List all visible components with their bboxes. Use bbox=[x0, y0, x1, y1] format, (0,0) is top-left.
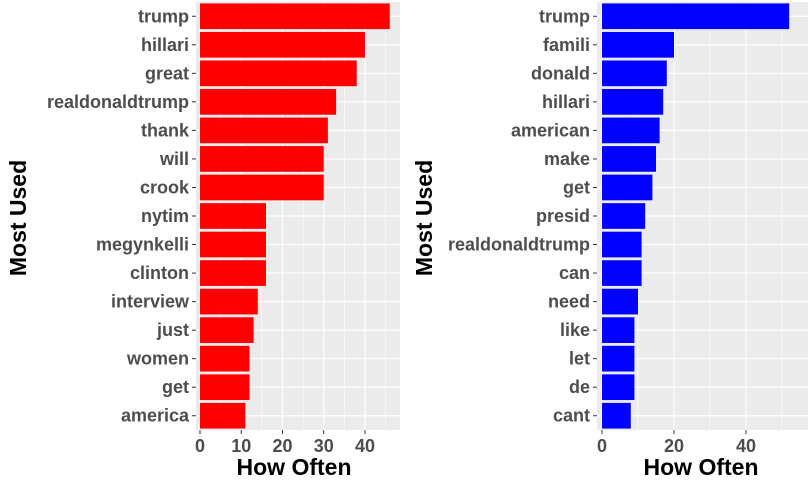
left-y-axis-title: Most Used bbox=[5, 160, 31, 276]
right-bar bbox=[602, 345, 635, 372]
right-bar bbox=[602, 231, 642, 258]
right-y-tick-label: make bbox=[544, 149, 590, 169]
right-bar bbox=[602, 203, 646, 229]
right-y-tick-label: get bbox=[563, 177, 590, 197]
right-x-tick-label: 20 bbox=[664, 436, 684, 456]
left-bar bbox=[200, 231, 266, 258]
left-y-tick-label: realdonaldtrump bbox=[47, 92, 189, 112]
right-bar bbox=[602, 174, 653, 201]
right-y-tick-label: presid bbox=[536, 206, 590, 226]
left-y-tick-label: america bbox=[121, 406, 190, 426]
right-bar bbox=[602, 402, 631, 429]
left-bar bbox=[200, 3, 390, 30]
left-y-tick-label: crook bbox=[140, 177, 190, 197]
left-y-tick-label: women bbox=[126, 349, 189, 369]
right-chart: trump famili donald hillari american make get p… bbox=[411, 2, 808, 480]
right-y-tick-label: realdonaldtrump bbox=[448, 235, 590, 255]
right-x-ticks: 0 20 40 bbox=[597, 430, 756, 456]
left-chart: trump hillari great realdonaldtrump thank wil… bbox=[5, 2, 400, 480]
left-y-tick-label: megynkelli bbox=[96, 235, 189, 255]
left-y-tick-label: trump bbox=[138, 6, 189, 26]
left-bar bbox=[200, 260, 266, 286]
left-bar bbox=[200, 31, 365, 58]
right-y-tick-label: famili bbox=[543, 35, 590, 55]
left-bar bbox=[200, 374, 250, 401]
right-y-tick-label: like bbox=[560, 320, 590, 340]
left-bars bbox=[200, 3, 390, 429]
right-bar bbox=[602, 31, 674, 58]
right-y-tick-label: cant bbox=[553, 406, 590, 426]
left-bar bbox=[200, 117, 328, 144]
left-bar bbox=[200, 345, 250, 372]
left-bar bbox=[200, 89, 337, 115]
right-y-axis-title: Most Used bbox=[411, 160, 437, 276]
right-x-tick-label: 40 bbox=[736, 436, 756, 456]
right-y-tick-label: hillari bbox=[542, 92, 590, 112]
left-y-tick-label: get bbox=[162, 377, 189, 397]
left-bar bbox=[200, 288, 258, 315]
left-x-tick-label: 40 bbox=[355, 436, 375, 456]
left-bar bbox=[200, 174, 324, 201]
right-bar bbox=[602, 374, 635, 401]
right-x-axis-title: How Often bbox=[644, 454, 759, 480]
right-y-ticks: trump famili donald hillari american make get p… bbox=[448, 6, 597, 426]
left-x-tick-label: 20 bbox=[272, 436, 292, 456]
left-bar bbox=[200, 60, 357, 87]
right-y-tick-label: de bbox=[569, 377, 590, 397]
right-bar bbox=[602, 288, 638, 315]
left-x-axis-title: How Often bbox=[237, 454, 352, 480]
right-bar bbox=[602, 317, 635, 343]
left-x-tick-label: 0 bbox=[195, 436, 205, 456]
right-bar bbox=[602, 146, 656, 172]
right-bar bbox=[602, 3, 790, 30]
right-y-tick-label: need bbox=[548, 292, 590, 312]
left-bar bbox=[200, 317, 254, 343]
left-x-tick-label: 10 bbox=[231, 436, 251, 456]
left-y-tick-label: clinton bbox=[130, 263, 189, 283]
right-bar bbox=[602, 60, 667, 87]
left-y-tick-label: interview bbox=[111, 292, 190, 312]
right-bars bbox=[602, 3, 790, 429]
right-y-tick-label: trump bbox=[539, 6, 590, 26]
right-bar bbox=[602, 117, 660, 144]
left-y-tick-label: nytim bbox=[141, 206, 189, 226]
left-y-tick-label: hillari bbox=[141, 35, 189, 55]
left-bar bbox=[200, 146, 324, 172]
left-x-ticks: 0 10 20 30 40 bbox=[195, 430, 375, 456]
right-y-tick-label: let bbox=[569, 349, 590, 369]
left-x-tick-label: 30 bbox=[314, 436, 334, 456]
left-y-tick-label: will bbox=[159, 149, 189, 169]
left-bar bbox=[200, 203, 266, 229]
right-y-tick-label: donald bbox=[531, 63, 590, 83]
right-bar bbox=[602, 89, 664, 115]
left-y-tick-label: thank bbox=[141, 120, 190, 140]
right-x-tick-label: 0 bbox=[597, 436, 607, 456]
left-y-ticks: trump hillari great realdonaldtrump thank wil… bbox=[47, 6, 196, 426]
right-bar bbox=[602, 260, 642, 286]
left-y-tick-label: just bbox=[156, 320, 189, 340]
right-y-tick-label: can bbox=[559, 263, 590, 283]
left-y-tick-label: great bbox=[145, 63, 189, 83]
right-y-tick-label: american bbox=[511, 120, 590, 140]
left-bar bbox=[200, 402, 246, 429]
